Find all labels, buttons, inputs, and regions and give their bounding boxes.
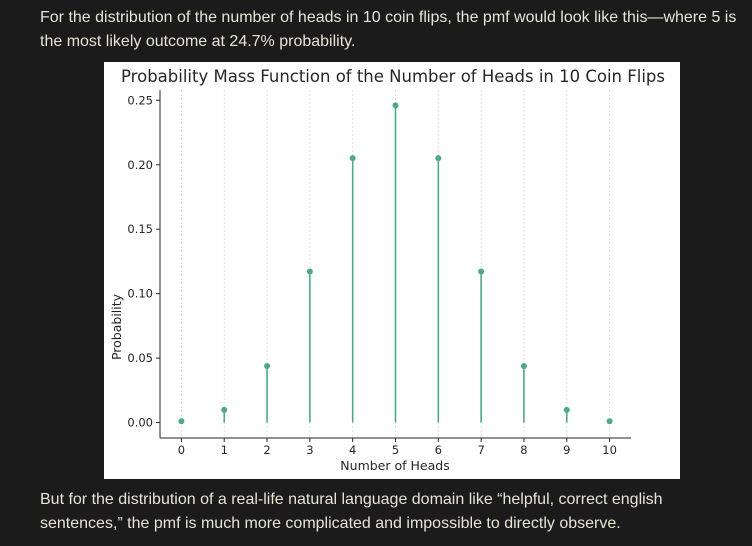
intro-paragraph: For the distribution of the number of he… <box>40 9 737 50</box>
y-tick-label: 0.20 <box>127 158 153 172</box>
y-axis-label: Probability <box>109 293 124 360</box>
stem-marker <box>520 362 527 369</box>
pmf-chart: Probability Mass Function of the Number … <box>104 62 680 479</box>
outro-paragraph: But for the distribution of a real-life … <box>40 491 663 532</box>
stem-marker <box>306 268 313 275</box>
y-tick-label: 0.15 <box>127 222 153 236</box>
x-tick-label: 8 <box>520 443 527 457</box>
x-tick-label: 9 <box>563 443 570 457</box>
stem-marker <box>221 406 228 413</box>
y-tick-label: 0.05 <box>127 351 153 365</box>
x-tick-label: 2 <box>263 443 270 457</box>
stem-marker <box>392 102 399 109</box>
stem-marker <box>178 418 185 425</box>
stem-marker <box>563 406 570 413</box>
x-tick-label: 7 <box>477 443 484 457</box>
pmf-chart-svg: Probability Mass Function of the Number … <box>109 67 665 473</box>
y-tick-label: 0.00 <box>127 416 153 430</box>
x-axis-label: Number of Heads <box>340 458 449 473</box>
x-tick-label: 6 <box>435 443 442 457</box>
stem-marker <box>349 155 356 162</box>
x-tick-label: 1 <box>221 443 228 457</box>
stem-series <box>178 102 613 425</box>
x-tick-label: 10 <box>602 443 617 457</box>
tick-labels: 0 1 2 3 4 5 6 7 8 9 10 0.00 0.05 0.10 0.15 0.20 0.25 <box>127 93 617 457</box>
x-tick-label: 0 <box>178 443 185 457</box>
x-tick-label: 4 <box>349 443 356 457</box>
stem-marker <box>435 155 442 162</box>
stem-marker <box>264 362 271 369</box>
stem-marker <box>478 268 485 275</box>
x-tick-label: 3 <box>306 443 313 457</box>
x-tick-label: 5 <box>392 443 399 457</box>
y-tick-label: 0.25 <box>127 93 153 107</box>
axes <box>156 90 631 442</box>
y-tick-label: 0.10 <box>127 287 153 301</box>
chart-title: Probability Mass Function of the Number … <box>121 67 665 86</box>
stem-marker <box>606 418 613 425</box>
